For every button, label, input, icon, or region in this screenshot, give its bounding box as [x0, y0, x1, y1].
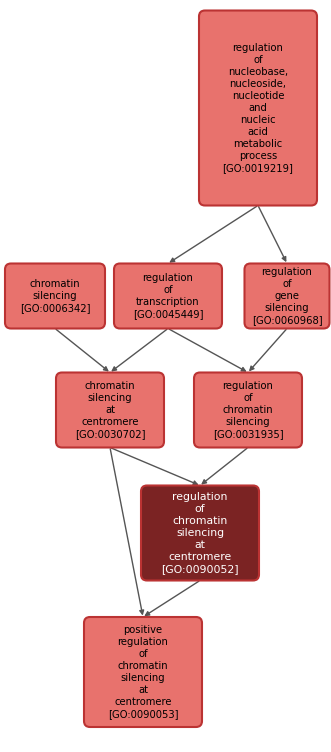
Text: chromatin
silencing
[GO:0006342]: chromatin silencing [GO:0006342]	[20, 279, 90, 313]
Text: regulation
of
chromatin
silencing
at
centromere
[GO:0090052]: regulation of chromatin silencing at cen…	[161, 492, 239, 574]
FancyBboxPatch shape	[5, 263, 105, 329]
Text: regulation
of
gene
silencing
[GO:0060968]: regulation of gene silencing [GO:0060968…	[252, 267, 322, 325]
Text: regulation
of
chromatin
silencing
[GO:0031935]: regulation of chromatin silencing [GO:00…	[213, 381, 283, 439]
FancyBboxPatch shape	[56, 372, 164, 447]
Text: chromatin
silencing
at
centromere
[GO:0030702]: chromatin silencing at centromere [GO:00…	[75, 381, 145, 439]
Text: positive
regulation
of
chromatin
silencing
at
centromere
[GO:0090053]: positive regulation of chromatin silenci…	[108, 625, 178, 719]
Text: regulation
of
nucleobase,
nucleoside,
nucleotide
and
nucleic
acid
metabolic
proc: regulation of nucleobase, nucleoside, nu…	[222, 43, 294, 173]
FancyBboxPatch shape	[114, 263, 222, 329]
FancyBboxPatch shape	[84, 617, 202, 727]
FancyBboxPatch shape	[141, 486, 259, 581]
Text: regulation
of
transcription
[GO:0045449]: regulation of transcription [GO:0045449]	[133, 273, 203, 319]
FancyBboxPatch shape	[245, 263, 329, 329]
FancyBboxPatch shape	[199, 11, 317, 205]
FancyBboxPatch shape	[194, 372, 302, 447]
